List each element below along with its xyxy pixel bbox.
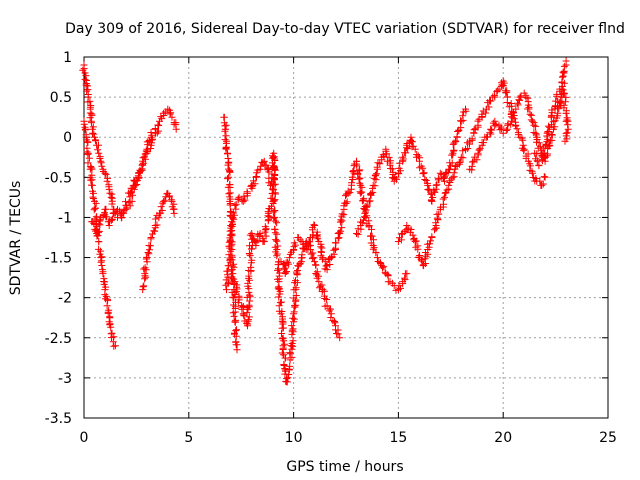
series-8-markers <box>277 157 411 294</box>
series-12 <box>531 85 572 170</box>
chart-title: Day 309 of 2016, Sidereal Day-to-day VTE… <box>65 21 625 37</box>
series-12-markers <box>531 85 572 170</box>
series-4-markers <box>139 189 178 294</box>
x-tick-label: 10 <box>285 430 303 446</box>
y-tick-label: 1 <box>63 50 72 66</box>
series-6 <box>222 157 275 294</box>
y-axis-label: SDTVAR / TECUs <box>8 181 24 296</box>
y-tick-label: -3 <box>58 371 72 387</box>
x-tick-label: 15 <box>389 430 407 446</box>
y-tick-label: -1.5 <box>45 251 72 267</box>
y-tick-label: -1 <box>58 210 72 226</box>
series-9 <box>353 105 470 238</box>
series-9-markers <box>353 105 470 238</box>
series-5 <box>220 113 241 354</box>
series-6-markers <box>222 157 275 294</box>
y-tick-label: -3.5 <box>45 411 72 427</box>
x-axis-label: GPS time / hours <box>286 459 403 475</box>
y-tick-label: -2 <box>58 291 72 307</box>
series-11-markers <box>466 57 570 174</box>
y-tick-label: 0.5 <box>50 90 72 106</box>
x-tick-label: 5 <box>184 430 193 446</box>
y-tick-label: -2.5 <box>45 331 72 347</box>
series-7-markers <box>231 149 344 386</box>
axis-ticks: 0 5 10 15 20 25 1 0.5 0 -0.5 -1 -1.5 -2 -2.5 -3 -3.5 <box>45 50 617 446</box>
x-tick-label: 0 <box>80 430 89 446</box>
y-tick-label: -0.5 <box>45 170 72 186</box>
series-5-markers <box>220 113 241 354</box>
plot-frame <box>83 56 609 419</box>
series-7 <box>231 149 344 386</box>
series-8 <box>277 157 411 294</box>
series-11 <box>466 57 570 174</box>
y-tick-label: 0 <box>63 130 72 146</box>
series-3 <box>88 125 159 237</box>
x-tick-label: 25 <box>599 430 617 446</box>
data-points <box>79 57 572 386</box>
series-3-markers <box>88 125 159 237</box>
series-4 <box>139 189 178 294</box>
x-tick-label: 20 <box>494 430 512 446</box>
